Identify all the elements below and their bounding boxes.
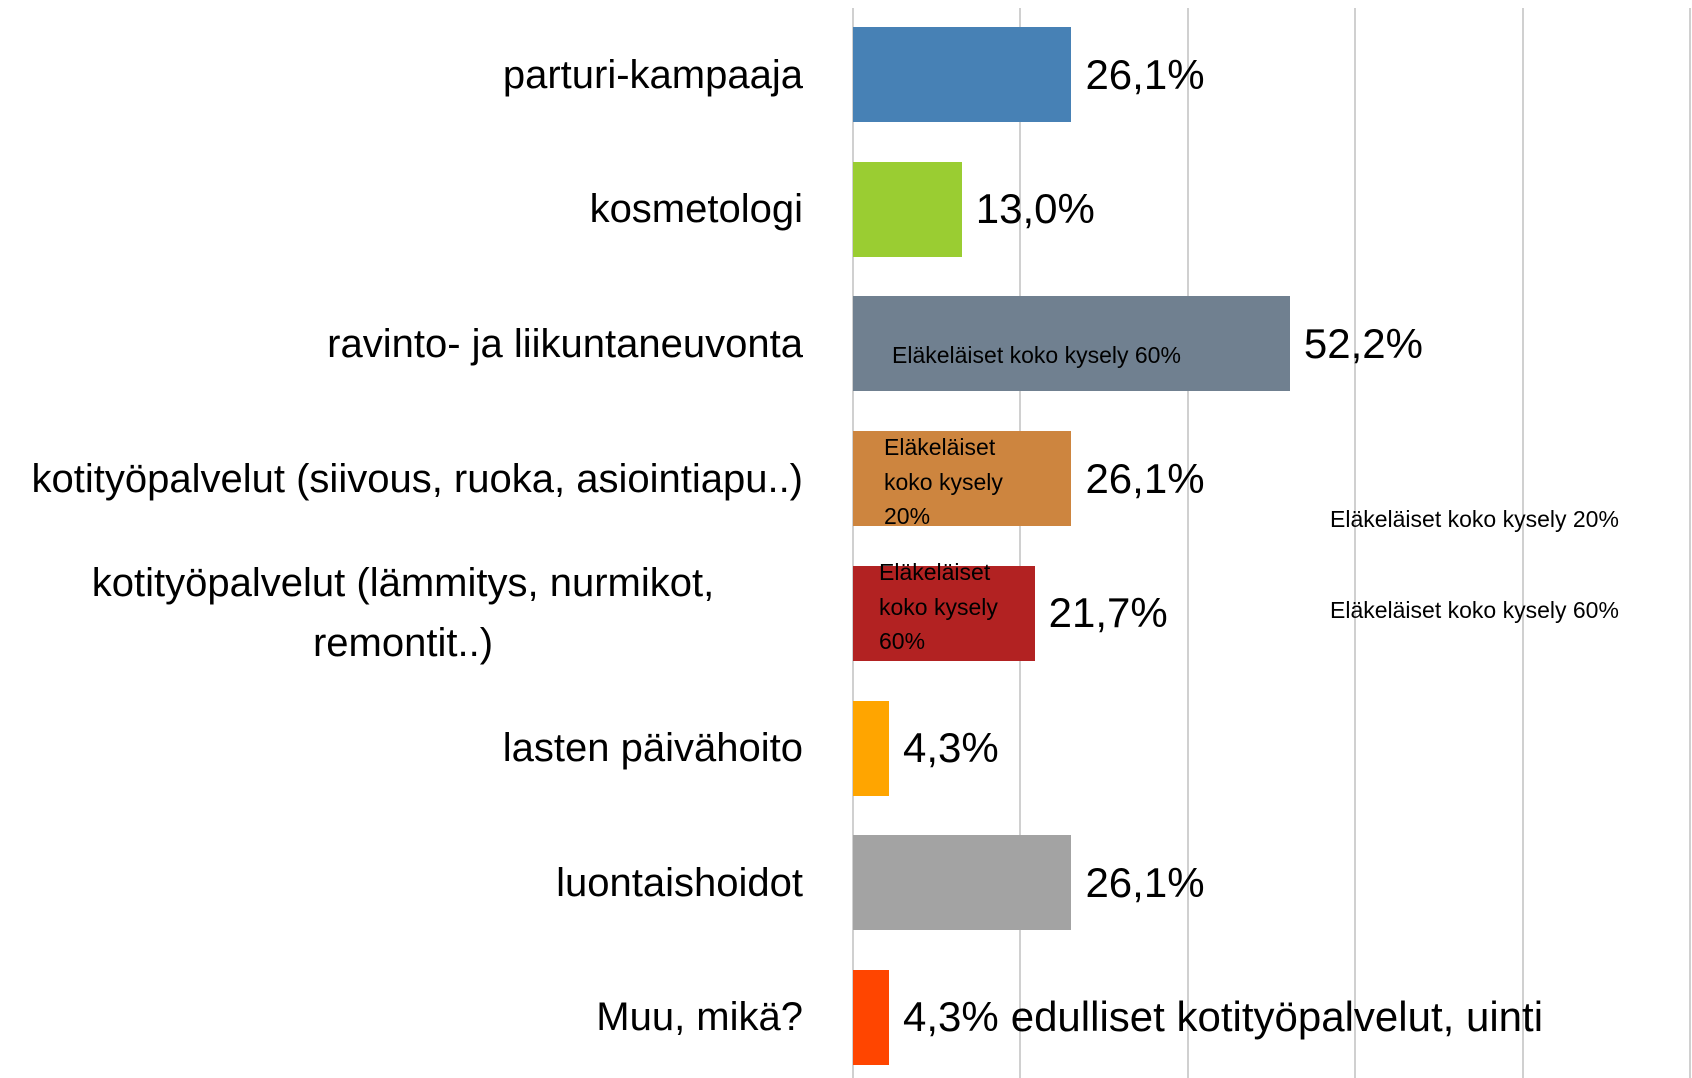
value-label: 13,0%	[975, 185, 1095, 233]
annotation: Eläkeläiset koko kysely 20%	[1330, 506, 1619, 532]
value-label-box: 4,3%	[903, 718, 999, 778]
annotation: Eläkeläiset koko kysely 60%	[879, 559, 998, 654]
bar	[853, 565, 1035, 661]
grid-line	[1186, 8, 1189, 1078]
category-label-box: parturi-kampaaja	[0, 0, 803, 175]
value-label: 21,7%	[1048, 589, 1168, 637]
bar	[853, 969, 889, 1065]
value-label-box: 26,1%	[1085, 449, 1204, 509]
value-label-box: 4,3% edulliset kotityöpalvelut, uinti	[903, 987, 1543, 1047]
value-label: 26,1%	[1085, 50, 1205, 98]
value-label-box: 52,2%	[1304, 314, 1423, 374]
category-label: kosmetologi	[589, 187, 803, 232]
bar	[853, 835, 1072, 931]
value-label: 52,2%	[1303, 319, 1423, 367]
category-label-box: Muu, mikä?	[0, 917, 803, 1078]
grid-line	[1354, 8, 1357, 1078]
value-label: 4,3%	[902, 724, 999, 771]
bar	[853, 161, 962, 257]
annotation: Eläkeläiset koko kysely 60%	[892, 342, 1181, 368]
value-label-box: 13,0%	[976, 179, 1095, 239]
grid-line	[1521, 8, 1524, 1078]
grid-line	[1689, 8, 1691, 1078]
category-label: luontaishoidot	[556, 860, 803, 905]
category-label-box: kotityöpalvelut (lämmitys, nurmikot, rem…	[0, 513, 803, 713]
category-label: kotityöpalvelut (siivous, ruoka, asioint…	[31, 456, 803, 501]
value-label-box: 26,1%	[1085, 853, 1204, 913]
category-label: Muu, mikä?	[596, 995, 803, 1040]
category-label: lasten päivähoito	[502, 726, 803, 770]
category-label: ravinto- ja liikuntaneuvonta	[327, 321, 803, 366]
bar	[853, 27, 1072, 122]
category-label-box: ravinto- ja liikuntaneuvonta	[0, 244, 803, 444]
category-label-box: kosmetologi	[0, 109, 803, 309]
category-label: kotityöpalvelut (lämmitys, nurmikot, rem…	[91, 561, 715, 666]
category-label-box: kotityöpalvelut (siivous, ruoka, asioint…	[0, 379, 803, 579]
annotation: Eläkeläiset koko kysely 20%	[884, 434, 1003, 529]
grid-line	[852, 8, 854, 1078]
bar	[853, 700, 889, 796]
value-label: 26,1%	[1085, 454, 1205, 502]
annotation: Eläkeläiset koko kysely 60%	[1330, 597, 1619, 623]
value-label-box: 26,1%	[1085, 45, 1204, 105]
annotation: edulliset kotityöpalvelut, uinti	[1010, 993, 1544, 1041]
value-label-box: 21,7%	[1049, 583, 1168, 643]
category-label-box: lasten päivähoito	[0, 648, 803, 848]
bar	[853, 296, 1290, 392]
value-label: 4,3%	[902, 993, 999, 1041]
category-label-box: luontaishoidot	[0, 783, 803, 983]
bar	[853, 431, 1072, 527]
grid-line	[1019, 8, 1022, 1078]
value-label: 26,1%	[1085, 858, 1205, 906]
category-label: parturi-kampaaja	[502, 52, 803, 97]
